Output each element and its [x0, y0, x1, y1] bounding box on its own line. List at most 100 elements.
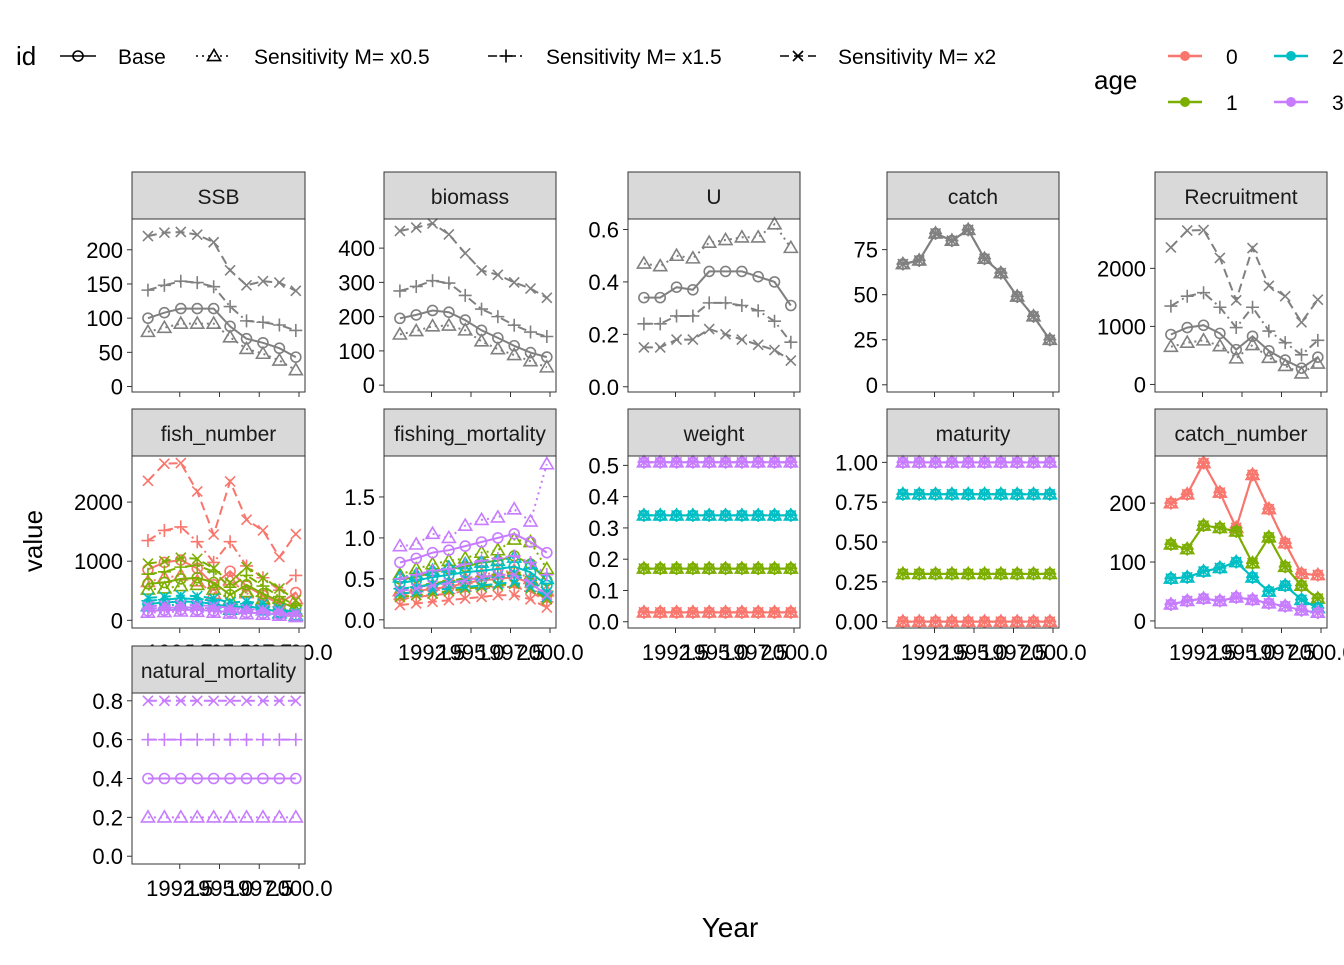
data-point	[475, 591, 488, 603]
data-point	[541, 601, 553, 614]
series-line	[643, 301, 792, 343]
data-point	[654, 606, 666, 618]
data-point	[1214, 522, 1226, 534]
data-point	[290, 695, 302, 707]
data-point	[913, 616, 925, 628]
x-tick-label: 1992.5	[1169, 640, 1236, 665]
data-point	[207, 772, 220, 785]
data-point	[897, 456, 909, 468]
facet-strip	[627, 408, 801, 457]
data-point	[524, 282, 537, 295]
y-tick-label: 0.2	[588, 322, 619, 347]
data-point	[273, 605, 285, 618]
data-point	[290, 528, 302, 540]
series-line	[147, 576, 297, 610]
x-tick-label: 1997.5	[1248, 640, 1315, 665]
data-point	[142, 230, 154, 242]
data-point	[978, 488, 991, 500]
data-point	[736, 265, 748, 278]
series-line	[147, 462, 297, 559]
data-point	[701, 234, 718, 248]
series-line	[1170, 460, 1318, 576]
data-point	[1181, 321, 1194, 334]
facet-strip	[383, 408, 557, 457]
data-point	[157, 278, 171, 292]
series-line	[399, 222, 548, 299]
data-point	[191, 772, 204, 785]
legend-id-entry-sensitivity-m-x1-5: Sensitivity M= x1.5	[488, 46, 722, 69]
data-point	[189, 315, 206, 329]
data-point	[719, 563, 732, 575]
series-base-age-0	[1165, 457, 1324, 581]
data-point	[393, 284, 407, 298]
series-line	[399, 309, 548, 359]
data-point	[1279, 561, 1291, 573]
x-tick-label: 2000.0	[1019, 640, 1086, 665]
data-point	[1246, 594, 1259, 606]
data-point	[175, 573, 187, 585]
panel-weight: weight 0.0 0.1 0.2 0.3 0.4 0.5 1992.51995.01997…	[588, 408, 828, 665]
data-point	[207, 733, 221, 747]
data-point	[175, 226, 187, 238]
data-point	[191, 229, 203, 241]
series-sensitivity-m-x1-5-age-0	[141, 520, 303, 597]
data-point	[158, 555, 170, 567]
data-point	[424, 525, 441, 540]
y-tick-label: 100	[1109, 550, 1146, 575]
y-tick-label: 0.0	[344, 608, 375, 633]
legend-key-dot-icon	[1286, 51, 1296, 61]
data-point	[1246, 469, 1259, 481]
data-point	[240, 604, 254, 618]
data-point	[223, 733, 237, 747]
data-point	[703, 323, 715, 335]
panel-frame	[627, 218, 801, 393]
y-tick-label: 0.4	[92, 767, 123, 792]
data-point	[1312, 592, 1324, 605]
data-point	[190, 558, 204, 572]
data-point	[255, 809, 271, 823]
series-base	[638, 265, 797, 312]
data-point	[978, 456, 991, 468]
x-tick-label: 1992.5	[901, 640, 968, 665]
x-tick-label: 1992.5	[398, 640, 465, 665]
series-sensitivity-m-x2-age-0	[142, 457, 302, 563]
facet-strip	[131, 408, 306, 457]
data-point	[1295, 348, 1309, 362]
data-point	[1011, 568, 1023, 580]
data-point	[962, 224, 974, 236]
data-point	[426, 217, 439, 230]
series-line	[399, 586, 548, 603]
series-sensitivity-m-x1-5	[637, 296, 798, 349]
data-point	[636, 255, 652, 269]
data-point	[489, 341, 506, 355]
data-point	[524, 577, 537, 589]
series-sensitivity-m-x0-5	[636, 216, 799, 272]
y-tick-label: 1000	[74, 549, 123, 574]
series-line	[902, 228, 1051, 341]
series-line	[147, 280, 297, 332]
y-tick-label: 200	[338, 305, 375, 330]
data-point	[256, 733, 270, 747]
data-point	[1295, 316, 1308, 328]
data-point	[524, 581, 537, 593]
y-tick-label: 0.25	[835, 570, 878, 595]
data-point	[442, 562, 456, 576]
data-point	[522, 353, 539, 367]
data-point	[458, 288, 472, 302]
data-point	[489, 509, 506, 523]
data-point	[410, 552, 423, 565]
data-point	[1262, 324, 1276, 338]
y-tick-label: 0	[1134, 372, 1146, 397]
data-point	[238, 583, 255, 598]
data-point	[768, 563, 781, 575]
data-point	[141, 601, 155, 615]
data-point	[175, 589, 187, 602]
y-tick-label: 0	[363, 373, 375, 398]
data-point	[1230, 591, 1242, 603]
legend-key-plus-icon	[499, 49, 513, 63]
facet-title: weight	[683, 423, 745, 446]
data-point	[1214, 252, 1226, 264]
data-point	[1011, 488, 1023, 500]
data-point	[207, 601, 221, 615]
data-point	[205, 315, 222, 329]
